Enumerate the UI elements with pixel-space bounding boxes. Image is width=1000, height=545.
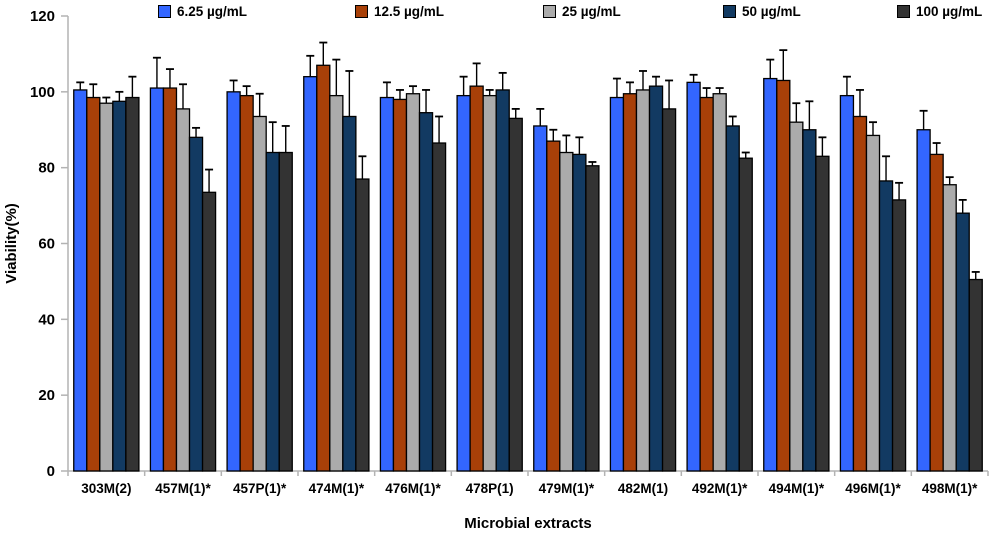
legend-item: 12.5 µg/mL	[355, 4, 444, 19]
bar	[686, 81, 701, 472]
legend-label: 100 µg/mL	[916, 4, 983, 19]
bar	[469, 85, 484, 472]
category-label: 479M(1)*	[539, 481, 595, 496]
bar	[175, 108, 191, 472]
bar	[188, 136, 204, 472]
x-axis-title: Microbial extracts	[464, 515, 592, 532]
bar	[712, 93, 727, 472]
legend-label: 12.5 µg/mL	[374, 4, 445, 19]
category-label: 496M(1)*	[845, 481, 901, 496]
legend-item: 25 µg/mL	[543, 4, 621, 19]
bar	[482, 94, 497, 472]
bar	[789, 121, 804, 472]
bar	[125, 96, 140, 472]
bar	[622, 93, 638, 472]
category-label: 457P(1)*	[233, 481, 287, 496]
bar	[852, 115, 868, 472]
bar	[609, 96, 625, 472]
legend-label: 6.25 µg/mL	[177, 4, 248, 19]
y-axis-title: Viability(%)	[3, 203, 20, 284]
bar	[648, 85, 664, 472]
bar	[738, 157, 753, 472]
y-tick-label: 0	[47, 463, 55, 480]
legend-swatch-icon	[355, 5, 368, 18]
category-label: 494M(1)*	[769, 481, 825, 496]
bar	[392, 98, 408, 472]
bar	[162, 87, 178, 472]
bar	[418, 112, 434, 472]
legend-item: 50 µg/mL	[723, 4, 801, 19]
bar	[559, 151, 574, 472]
legend: 6.25 µg/mL 12.5 µg/mL 25 µg/mL 50 µg/mL 100 …	[0, 0, 1000, 26]
bar	[572, 153, 587, 472]
y-tick-label: 120	[30, 8, 55, 25]
bar	[878, 180, 894, 472]
legend-label: 25 µg/mL	[562, 4, 621, 19]
category-label: 457M(1)*	[155, 481, 211, 496]
bar	[968, 278, 983, 472]
legend-swatch-icon	[723, 5, 736, 18]
bar	[342, 115, 357, 472]
bar	[355, 178, 370, 472]
bar	[265, 151, 280, 472]
bar	[815, 155, 830, 472]
bar	[533, 125, 548, 472]
category-label: 482M(1)	[618, 481, 668, 496]
bar	[635, 89, 651, 472]
bar	[239, 94, 254, 472]
bar	[839, 94, 855, 472]
bar	[278, 151, 293, 472]
category-label: 476M(1)*	[385, 481, 441, 496]
bar	[201, 191, 217, 472]
legend-swatch-icon	[158, 5, 171, 18]
bar	[99, 102, 114, 472]
bar	[699, 96, 714, 472]
bar	[73, 89, 88, 472]
bar	[456, 94, 471, 472]
bar	[86, 96, 101, 472]
bar	[802, 129, 817, 472]
bar	[725, 125, 740, 472]
legend-item: 6.25 µg/mL	[158, 4, 247, 19]
bar	[929, 153, 944, 472]
category-label: 474M(1)*	[309, 481, 365, 496]
bar	[508, 117, 523, 472]
bar	[112, 100, 127, 472]
bar	[329, 94, 344, 472]
bar	[149, 87, 165, 472]
bar	[252, 115, 267, 472]
bar	[916, 129, 931, 472]
bar	[763, 77, 778, 472]
y-tick-label: 40	[38, 311, 55, 328]
legend-swatch-icon	[543, 5, 556, 18]
bar	[431, 142, 447, 472]
y-tick-label: 100	[30, 84, 55, 101]
bar	[891, 199, 907, 472]
category-label: 492M(1)*	[692, 481, 748, 496]
bar	[316, 64, 331, 472]
bar	[226, 91, 241, 472]
bar	[776, 79, 791, 472]
category-label: 478P(1)	[466, 481, 514, 496]
bar	[303, 76, 318, 472]
bar	[942, 184, 957, 472]
legend-swatch-icon	[897, 5, 910, 18]
legend-label: 50 µg/mL	[742, 4, 801, 19]
y-tick-label: 20	[38, 387, 55, 404]
category-label: 303M(2)	[81, 481, 131, 496]
bar	[495, 89, 510, 472]
bar	[405, 93, 421, 472]
y-tick-label: 80	[38, 160, 55, 177]
y-tick-label: 60	[38, 236, 55, 253]
bar	[865, 134, 881, 472]
bar	[546, 140, 561, 472]
legend-item: 100 µg/mL	[897, 4, 982, 19]
bar	[379, 96, 395, 472]
bar	[661, 108, 677, 472]
bar	[955, 212, 970, 472]
category-label: 498M(1)*	[922, 481, 978, 496]
bar	[585, 165, 600, 472]
